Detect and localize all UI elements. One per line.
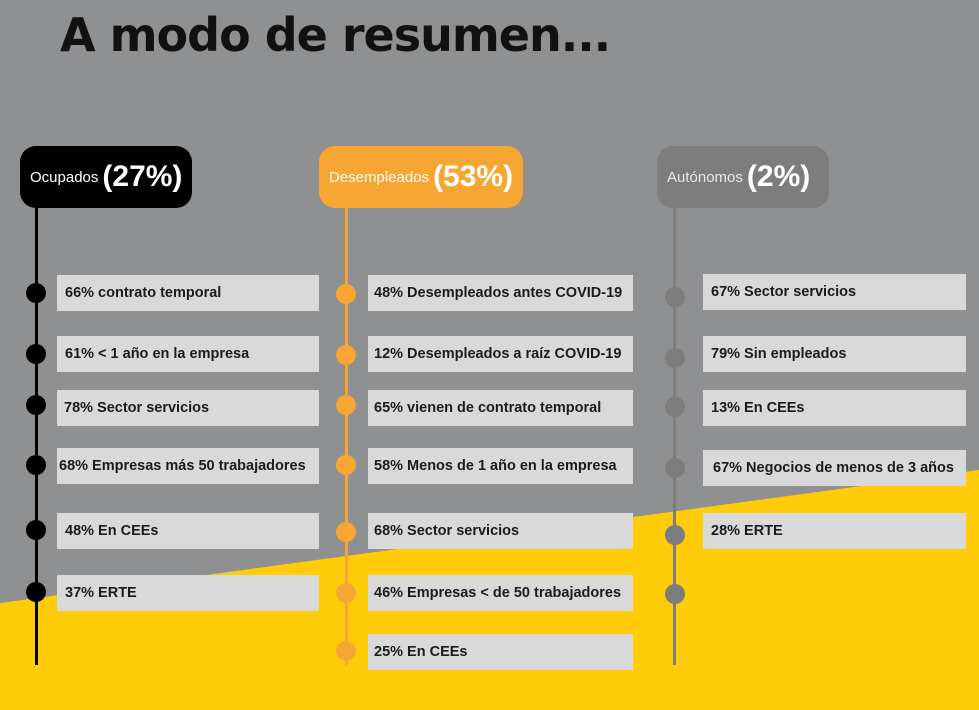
timeline-dot	[665, 287, 685, 307]
header-percent: (53%)	[433, 160, 514, 193]
timeline-dot	[336, 455, 356, 475]
header-autonomos: Autónomos (2%)	[657, 146, 829, 208]
page-title: A modo de resumen...	[60, 8, 611, 62]
timeline-dot	[26, 455, 46, 475]
header-percent: (27%)	[102, 160, 183, 193]
item-box: 61% < 1 año en la empresa	[57, 336, 319, 372]
timeline-line-ocupados	[35, 200, 38, 665]
item-box: 48% Desempleados antes COVID-19	[368, 275, 633, 311]
item-box: 12% Desempleados a raíz COVID-19	[368, 336, 633, 372]
timeline-dot	[26, 582, 46, 602]
timeline-dot	[665, 458, 685, 478]
timeline-dot	[26, 520, 46, 540]
header-ocupados: Ocupados (27%)	[20, 146, 192, 208]
item-box: 65% vienen de contrato temporal	[368, 390, 633, 426]
item-box: 13% En CEEs	[703, 390, 966, 426]
item-box: 46% Empresas < de 50 trabajadores	[368, 575, 633, 611]
item-box: 37% ERTE	[57, 575, 319, 611]
item-box: 78% Sector servicios	[57, 390, 319, 426]
item-box: 58% Menos de 1 año en la empresa	[368, 448, 633, 484]
timeline-dot	[336, 284, 356, 304]
item-box: 67% Negocios de menos de 3 años	[703, 450, 966, 486]
timeline-dot	[665, 348, 685, 368]
timeline-dot	[665, 525, 685, 545]
timeline-dot	[336, 641, 356, 661]
item-box: 28% ERTE	[703, 513, 966, 549]
timeline-line-autonomos	[673, 200, 676, 665]
header-label: Ocupados	[30, 168, 99, 186]
timeline-dot	[26, 283, 46, 303]
item-box: 67% Sector servicios	[703, 274, 966, 310]
timeline-dot	[336, 522, 356, 542]
item-box: 48% En CEEs	[57, 513, 319, 549]
timeline-dot	[336, 395, 356, 415]
item-box: 68% Sector servicios	[368, 513, 633, 549]
timeline-dot	[665, 397, 685, 417]
header-label: Autónomos	[667, 168, 743, 186]
header-label: Desempleados	[329, 168, 430, 186]
timeline-dot	[26, 344, 46, 364]
timeline-line-desempleados	[345, 200, 348, 665]
timeline-dot	[26, 395, 46, 415]
timeline-dot	[665, 584, 685, 604]
timeline-dot	[336, 583, 356, 603]
header-percent: (2%)	[746, 160, 811, 193]
timeline-dot	[336, 345, 356, 365]
item-box: 25% En CEEs	[368, 634, 633, 670]
item-box: 68% Empresas más 50 trabajadores	[57, 448, 319, 484]
item-box: 79% Sin empleados	[703, 336, 966, 372]
item-box: 66% contrato temporal	[57, 275, 319, 311]
header-desempleados: Desempleados (53%)	[319, 146, 523, 208]
